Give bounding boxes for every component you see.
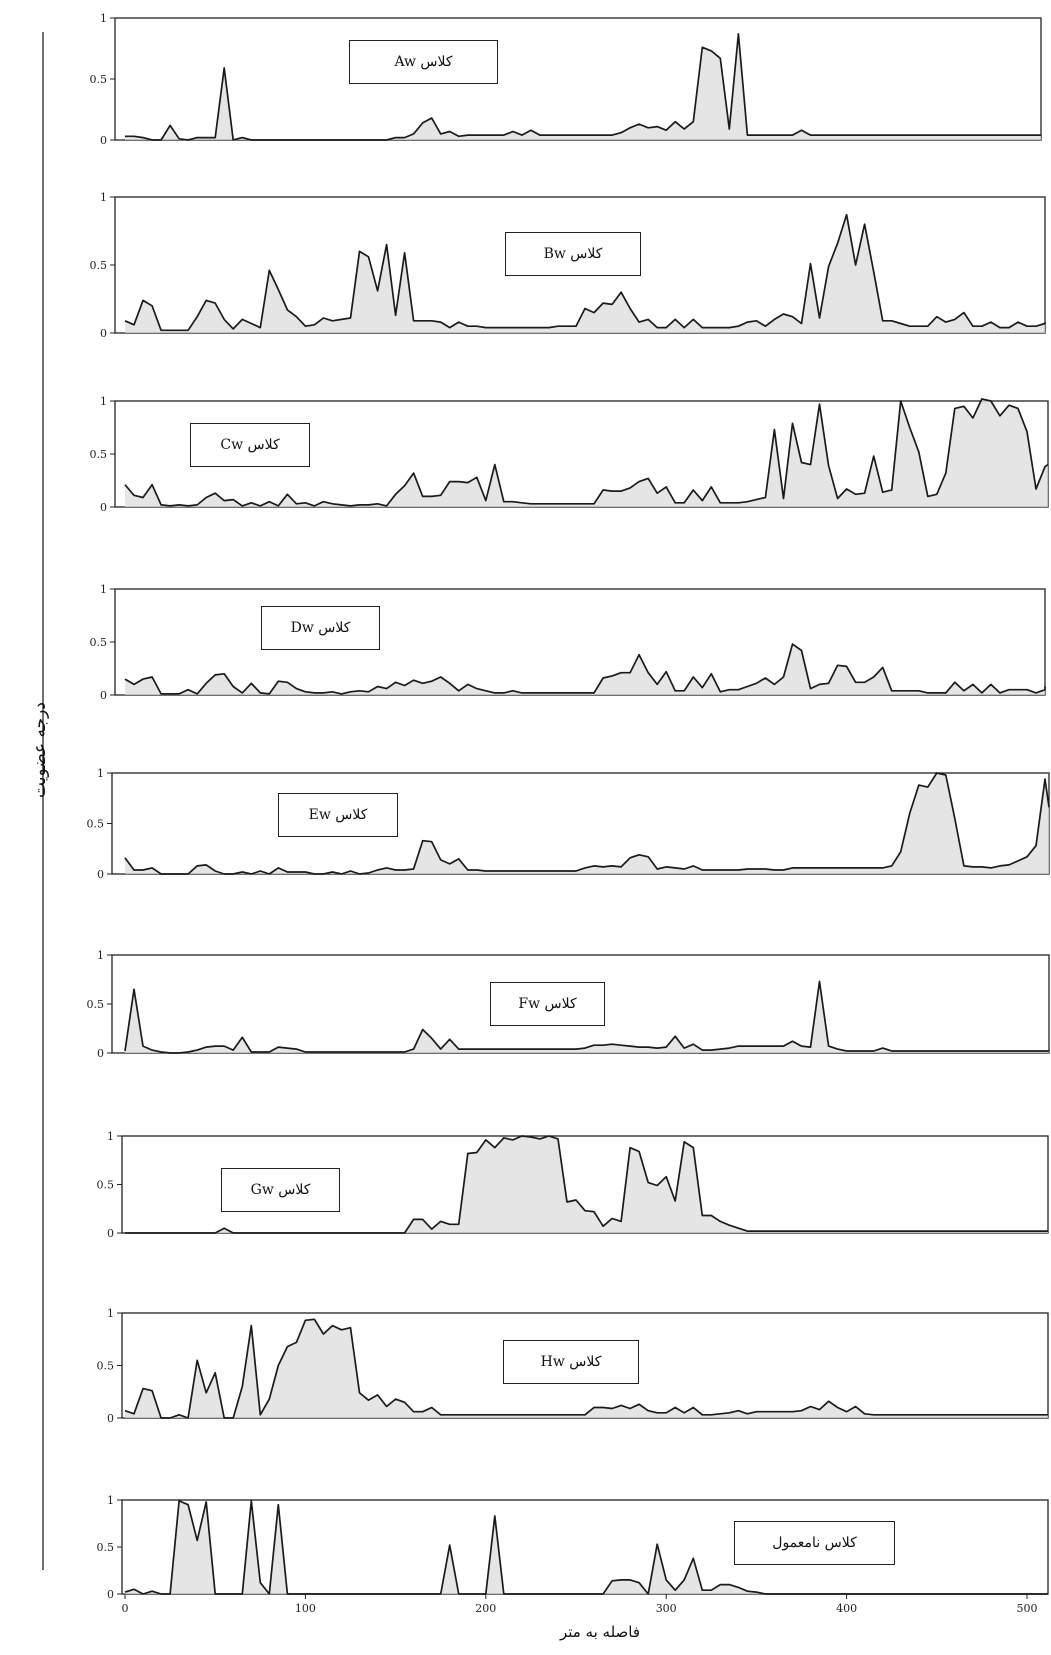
series-label-aw: کلاس Aw bbox=[349, 40, 498, 84]
series-label-dw: کلاس Dw bbox=[261, 606, 380, 650]
y-tick-label-fw: 0.5 bbox=[87, 998, 105, 1011]
series-fill-ew bbox=[125, 773, 1049, 874]
y-tick-label-hw: 0 bbox=[107, 1412, 114, 1425]
series-fill-bw bbox=[125, 214, 1045, 333]
series-line-hw bbox=[124, 1318, 1048, 1419]
x-axis-title: فاصله به متر bbox=[559, 1623, 641, 1641]
x-tick-label: 0 bbox=[122, 1602, 129, 1615]
series-line-abnormal bbox=[124, 1500, 1048, 1595]
y-tick-label-dw: 0.5 bbox=[90, 636, 108, 649]
y-tick-label-gw: 1 bbox=[107, 1130, 114, 1143]
series-line-bw bbox=[124, 213, 1046, 332]
series-line-fw bbox=[124, 980, 1049, 1054]
y-tick-label-aw: 0.5 bbox=[90, 73, 108, 86]
series-line-ew bbox=[124, 772, 1050, 875]
y-tick-label-fw: 1 bbox=[97, 949, 104, 962]
series-label-bw: کلاس Bw bbox=[505, 232, 641, 276]
series-label-fw: کلاس Fw bbox=[490, 982, 605, 1026]
panel-frame-dw bbox=[114, 588, 1046, 696]
series-line-aw bbox=[125, 33, 1041, 141]
series-line-gw bbox=[125, 1135, 1048, 1234]
series-label-gw: کلاس Gw bbox=[221, 1168, 340, 1212]
y-tick-label-cw: 0 bbox=[100, 501, 107, 514]
y-tick-label-ew: 0.5 bbox=[87, 818, 105, 831]
y-tick-label-bw: 0.5 bbox=[90, 259, 108, 272]
y-tick-label-gw: 0 bbox=[107, 1227, 114, 1240]
series-label-ew: کلاس Ew bbox=[278, 793, 398, 837]
series-label-cw: کلاس Cw bbox=[190, 423, 310, 467]
series-label-hw: کلاس Hw bbox=[503, 1340, 639, 1384]
y-tick-label-dw: 1 bbox=[100, 583, 107, 596]
y-tick-label-bw: 0 bbox=[100, 327, 107, 340]
x-tick-label: 200 bbox=[475, 1602, 496, 1615]
y-tick-label-bw: 1 bbox=[100, 191, 107, 204]
series-line-cw bbox=[124, 398, 1049, 507]
x-tick-label: 100 bbox=[295, 1602, 316, 1615]
y-tick-label-cw: 0.5 bbox=[90, 448, 108, 461]
y-axis-title: درجه عضویت bbox=[30, 702, 50, 798]
y-tick-label-abnormal: 0 bbox=[107, 1588, 114, 1601]
series-label-abnormal: کلاس نامعمول bbox=[734, 1521, 895, 1565]
series-fill-aw bbox=[125, 33, 1041, 140]
series-fill-fw bbox=[125, 981, 1049, 1053]
series-line-dw bbox=[124, 643, 1046, 695]
y-tick-label-abnormal: 1 bbox=[107, 1494, 114, 1507]
y-tick-label-fw: 0 bbox=[97, 1047, 104, 1060]
series-fill-cw bbox=[125, 398, 1048, 507]
y-tick-label-cw: 1 bbox=[100, 395, 107, 408]
y-tick-label-hw: 1 bbox=[107, 1307, 114, 1320]
series-fill-abnormal bbox=[125, 1500, 1048, 1594]
y-tick-label-aw: 1 bbox=[100, 12, 107, 25]
y-tick-label-ew: 1 bbox=[97, 767, 104, 780]
x-tick-label: 400 bbox=[836, 1602, 857, 1615]
panel-frame-aw bbox=[114, 17, 1042, 141]
series-fill-dw bbox=[125, 644, 1045, 695]
y-tick-label-abnormal: 0.5 bbox=[97, 1541, 115, 1554]
series-fill-gw bbox=[125, 1136, 1048, 1233]
series-fill-hw bbox=[125, 1319, 1048, 1418]
panel-frame-abnormal bbox=[121, 1499, 1049, 1595]
y-tick-label-dw: 0 bbox=[100, 689, 107, 702]
y-tick-label-ew: 0 bbox=[97, 868, 104, 881]
y-tick-label-gw: 0.5 bbox=[97, 1179, 115, 1192]
x-tick-label: 300 bbox=[656, 1602, 677, 1615]
x-tick-label: 500 bbox=[1017, 1602, 1038, 1615]
y-tick-label-hw: 0.5 bbox=[97, 1360, 115, 1373]
y-tick-label-aw: 0 bbox=[100, 134, 107, 147]
